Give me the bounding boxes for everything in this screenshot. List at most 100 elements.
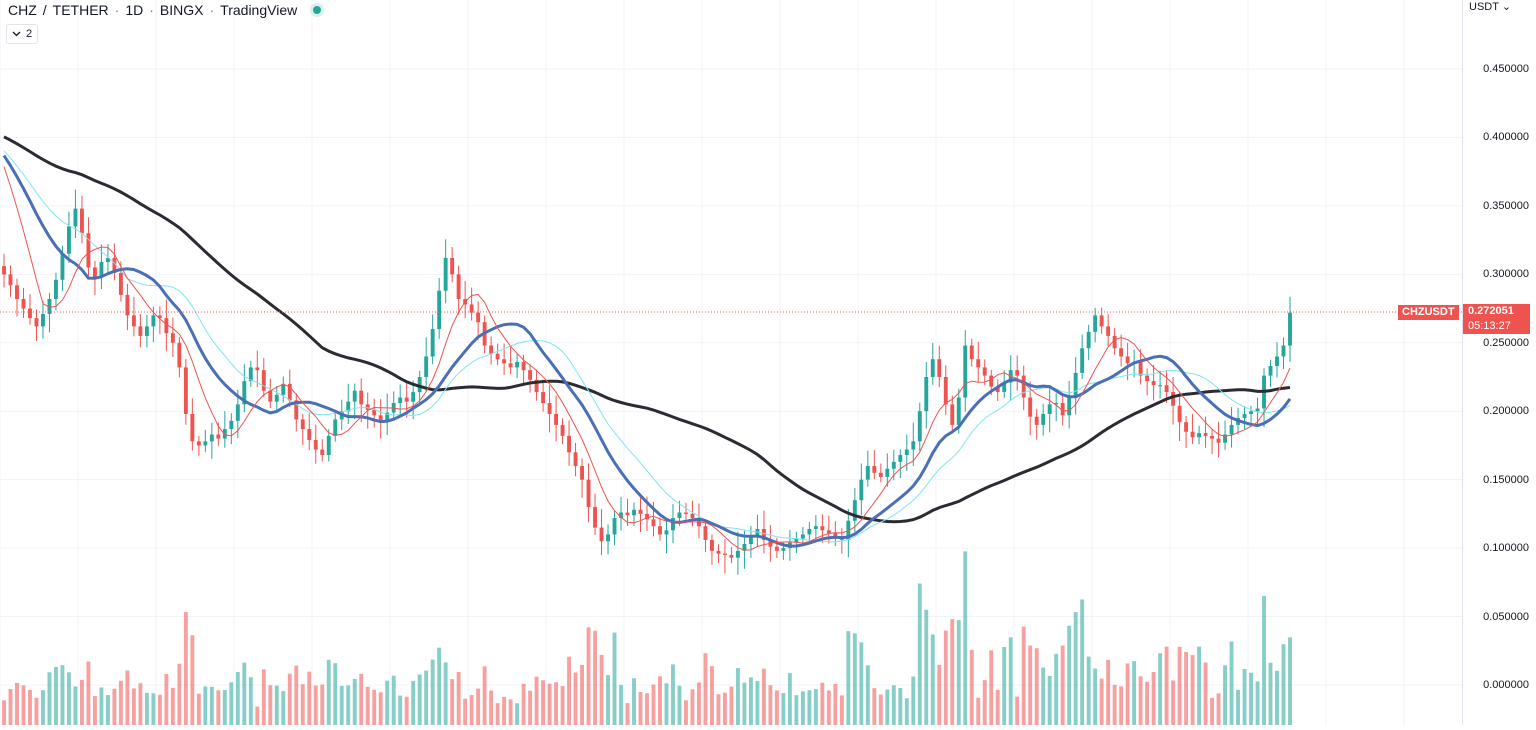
candle-body xyxy=(924,377,929,412)
candle-body xyxy=(1249,411,1253,414)
candle-body xyxy=(963,345,968,398)
volume-bar xyxy=(735,668,740,725)
currency-select[interactable]: USDT ⌄ xyxy=(1469,0,1511,13)
volume-bar xyxy=(1262,596,1266,725)
volume-bar xyxy=(300,684,305,725)
volume-bar xyxy=(346,685,351,725)
volume-bar xyxy=(274,685,279,725)
price-chart[interactable] xyxy=(0,0,1462,725)
volume-bar xyxy=(209,686,214,725)
volume-bar xyxy=(1171,680,1176,725)
candle-body xyxy=(489,345,494,354)
candle-body xyxy=(443,257,448,291)
volume-bar xyxy=(917,583,922,725)
volume-bar xyxy=(846,631,851,725)
market-status-icon[interactable] xyxy=(313,6,322,14)
candle-body xyxy=(1086,331,1091,349)
volume-bar xyxy=(891,685,896,725)
volume-bar xyxy=(748,677,753,725)
candle-body xyxy=(989,375,994,387)
candle-body xyxy=(261,370,266,391)
candle-body xyxy=(885,468,890,477)
volume-bar xyxy=(956,620,961,725)
price-tick-label: 0.050000 xyxy=(1483,610,1529,623)
candle-body xyxy=(209,434,214,442)
candle-body xyxy=(398,397,403,404)
symbol-legend[interactable]: CHZ / TETHER · 1D · BINGX · TradingView xyxy=(8,2,322,18)
volume-bar xyxy=(508,699,513,725)
candle-body xyxy=(619,512,623,518)
volume-bar xyxy=(995,689,1000,725)
volume-bar xyxy=(690,689,695,725)
candle-body xyxy=(658,526,662,535)
candle-body xyxy=(73,208,78,227)
volume-bar xyxy=(424,670,429,725)
volume-bar xyxy=(489,690,494,725)
chart-canvas[interactable] xyxy=(0,0,1462,725)
volume-bar xyxy=(28,689,32,725)
candle-body xyxy=(1047,404,1052,414)
volume-bar xyxy=(1197,646,1202,725)
candle-body xyxy=(774,546,779,551)
volume-bar xyxy=(885,689,890,725)
volume-bar xyxy=(190,635,195,725)
candle-body xyxy=(645,513,649,520)
volume-bar xyxy=(398,695,403,725)
price-axis[interactable]: USDT ⌄ 0.450000 0.400000 0.350000 0.300000 0… xyxy=(1462,0,1536,725)
candle-body xyxy=(151,315,156,327)
candle-body xyxy=(684,512,688,514)
volume-bar xyxy=(86,661,91,725)
volume-bar xyxy=(1281,644,1286,725)
volume-bar xyxy=(1151,671,1156,725)
volume-bar xyxy=(99,687,104,725)
candle-body xyxy=(177,342,182,368)
candle-body xyxy=(1288,312,1292,346)
candle-body xyxy=(976,359,981,368)
volume-bar xyxy=(924,609,929,725)
candle-body xyxy=(528,370,533,380)
candle-body xyxy=(560,424,565,436)
volume-bar xyxy=(476,688,481,725)
candle-body xyxy=(703,526,708,540)
candle-body xyxy=(1119,348,1124,357)
volume-bar xyxy=(456,672,461,725)
candle-body xyxy=(235,404,240,421)
candle-body xyxy=(372,409,377,416)
volume-bar xyxy=(1093,668,1098,725)
legend-source: TradingView xyxy=(220,2,298,18)
volume-bar xyxy=(645,693,649,725)
candle-body xyxy=(1099,315,1104,327)
volume-bar xyxy=(612,632,617,725)
candle-body xyxy=(138,326,143,336)
volume-bar xyxy=(722,692,727,725)
candle-body xyxy=(508,363,513,368)
volume-bar xyxy=(1034,648,1039,725)
indicators-toggle-button[interactable]: 2 xyxy=(6,24,39,44)
candle-body xyxy=(872,465,877,473)
volume-bar xyxy=(1119,686,1124,725)
volume-bar xyxy=(632,678,636,725)
volume-bar xyxy=(1021,626,1026,725)
volume-bar xyxy=(573,672,578,725)
candle-body xyxy=(1125,356,1130,364)
volume-bar xyxy=(294,665,299,725)
candle-body xyxy=(690,513,695,518)
volume-bar xyxy=(138,683,143,725)
volume-bar xyxy=(112,688,117,725)
candle-body xyxy=(969,345,974,360)
candle-body xyxy=(112,257,117,273)
candle-body xyxy=(1002,382,1007,393)
candle-body xyxy=(105,257,110,263)
candle-body xyxy=(190,413,195,442)
candle-body xyxy=(671,517,675,531)
candle-body xyxy=(1190,431,1195,438)
candle-body xyxy=(41,314,45,327)
volume-bar xyxy=(638,692,643,725)
volume-bar xyxy=(1242,668,1247,725)
candle-body xyxy=(1242,413,1247,419)
volume-bar xyxy=(1015,696,1020,725)
volume-bar xyxy=(352,678,357,725)
candle-body xyxy=(21,298,26,309)
volume-bar xyxy=(703,653,708,725)
candle-body xyxy=(813,526,818,529)
